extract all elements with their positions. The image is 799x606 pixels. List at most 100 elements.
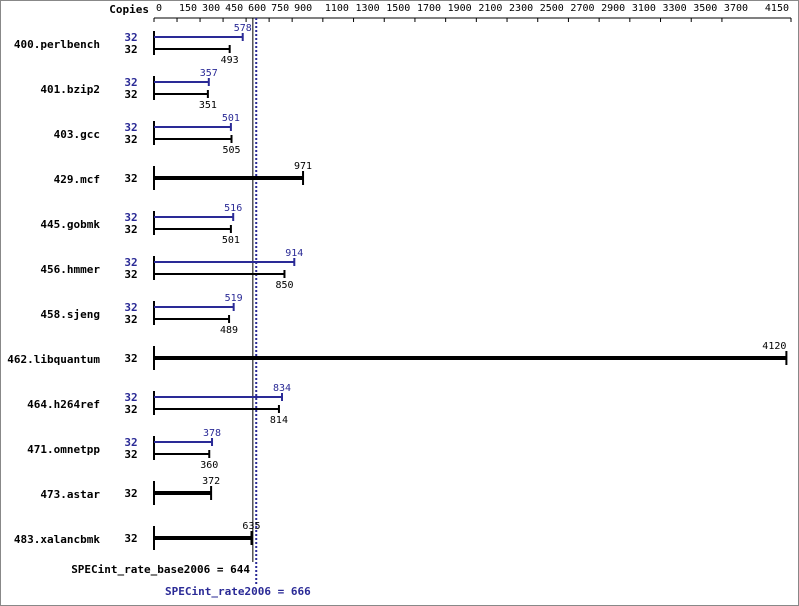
copies-label: 32 bbox=[124, 211, 137, 224]
category-label: 400.perlbench bbox=[14, 38, 100, 51]
bar bbox=[154, 176, 304, 180]
bar bbox=[154, 396, 283, 398]
bar bbox=[154, 126, 231, 128]
x-tick-label: 1100 bbox=[325, 3, 349, 14]
value-label: 372 bbox=[202, 476, 220, 487]
value-label: 378 bbox=[203, 428, 221, 439]
copies-label: 32 bbox=[124, 391, 137, 404]
bar bbox=[154, 93, 208, 95]
copies-label: 32 bbox=[124, 301, 137, 314]
copies-label: 32 bbox=[124, 403, 137, 416]
bar bbox=[154, 48, 230, 50]
value-label: 516 bbox=[224, 203, 242, 214]
copies-label: 32 bbox=[124, 532, 137, 545]
x-tick-label: 2500 bbox=[540, 3, 564, 14]
category-label: 458.sjeng bbox=[40, 308, 100, 321]
x-tick-label: 4150 bbox=[765, 3, 789, 14]
value-label: 850 bbox=[275, 280, 293, 291]
category-label: 471.omnetpp bbox=[27, 443, 100, 456]
value-label: 834 bbox=[273, 383, 291, 394]
x-tick-label: 1700 bbox=[417, 3, 441, 14]
x-tick-label: 2700 bbox=[570, 3, 594, 14]
value-label: 4120 bbox=[762, 341, 786, 352]
copies-header: Copies bbox=[109, 3, 149, 16]
value-label: 493 bbox=[221, 55, 239, 66]
bar bbox=[154, 356, 787, 360]
category-label: 473.astar bbox=[40, 488, 100, 501]
reference-label: SPECint_rate_base2006 = 644 bbox=[71, 563, 250, 576]
value-label: 519 bbox=[225, 293, 243, 304]
copies-label: 32 bbox=[124, 313, 137, 326]
copies-label: 32 bbox=[124, 172, 137, 185]
value-label: 914 bbox=[285, 248, 303, 259]
copies-label: 32 bbox=[124, 31, 137, 44]
bar bbox=[154, 306, 234, 308]
x-tick-label: 3100 bbox=[632, 3, 656, 14]
value-label: 635 bbox=[242, 521, 260, 532]
x-tick-label: 2300 bbox=[509, 3, 533, 14]
value-label: 971 bbox=[294, 161, 312, 172]
x-tick-label: 2900 bbox=[601, 3, 625, 14]
category-label: 445.gobmk bbox=[40, 218, 100, 231]
copies-label: 32 bbox=[124, 436, 137, 449]
copies-label: 32 bbox=[124, 268, 137, 281]
copies-label: 32 bbox=[124, 256, 137, 269]
x-tick-label: 3700 bbox=[724, 3, 748, 14]
value-label: 357 bbox=[200, 68, 218, 79]
bar bbox=[154, 138, 232, 140]
bar bbox=[154, 81, 209, 83]
bar bbox=[154, 216, 234, 218]
bar bbox=[154, 318, 230, 320]
bar bbox=[154, 453, 210, 455]
bar bbox=[154, 491, 212, 495]
copies-label: 32 bbox=[124, 352, 137, 365]
x-tick-label: 3300 bbox=[663, 3, 687, 14]
x-tick-label: 2100 bbox=[478, 3, 502, 14]
category-label: 456.hmmer bbox=[40, 263, 100, 276]
x-tick-label: 1900 bbox=[448, 3, 472, 14]
x-tick-label: 750 bbox=[271, 3, 289, 14]
copies-label: 32 bbox=[124, 223, 137, 236]
value-label: 505 bbox=[222, 145, 240, 156]
x-tick-label: 0 bbox=[156, 3, 162, 14]
value-label: 360 bbox=[200, 460, 218, 471]
x-tick-label: 900 bbox=[294, 3, 312, 14]
category-label: 464.h264ref bbox=[27, 398, 100, 411]
bar bbox=[154, 408, 279, 410]
bar bbox=[154, 36, 243, 38]
copies-label: 32 bbox=[124, 448, 137, 461]
category-label: 483.xalancbmk bbox=[14, 533, 100, 546]
bar bbox=[154, 441, 213, 443]
x-tick-label: 600 bbox=[248, 3, 266, 14]
value-label: 501 bbox=[222, 113, 240, 124]
category-label: 462.libquantum bbox=[7, 353, 100, 366]
value-label: 489 bbox=[220, 325, 238, 336]
bar bbox=[154, 273, 285, 275]
copies-label: 32 bbox=[124, 487, 137, 500]
x-tick-label: 1300 bbox=[356, 3, 380, 14]
value-label: 501 bbox=[222, 235, 240, 246]
category-label: 403.gcc bbox=[54, 128, 100, 141]
value-label: 351 bbox=[199, 100, 217, 111]
value-label: 814 bbox=[270, 415, 288, 426]
category-label: 401.bzip2 bbox=[40, 83, 100, 96]
copies-label: 32 bbox=[124, 133, 137, 146]
x-tick-label: 150 bbox=[179, 3, 197, 14]
copies-label: 32 bbox=[124, 88, 137, 101]
x-tick-label: 1500 bbox=[386, 3, 410, 14]
x-tick-label: 300 bbox=[202, 3, 220, 14]
bar bbox=[154, 228, 231, 230]
copies-label: 32 bbox=[124, 43, 137, 56]
value-label: 578 bbox=[234, 23, 252, 34]
copies-label: 32 bbox=[124, 76, 137, 89]
x-tick-label: 3500 bbox=[693, 3, 717, 14]
copies-label: 32 bbox=[124, 121, 137, 134]
bar bbox=[154, 536, 252, 540]
reference-label: SPECint_rate2006 = 666 bbox=[165, 585, 311, 598]
x-tick-label: 450 bbox=[225, 3, 243, 14]
category-label: 429.mcf bbox=[54, 173, 100, 186]
bar bbox=[154, 261, 295, 263]
